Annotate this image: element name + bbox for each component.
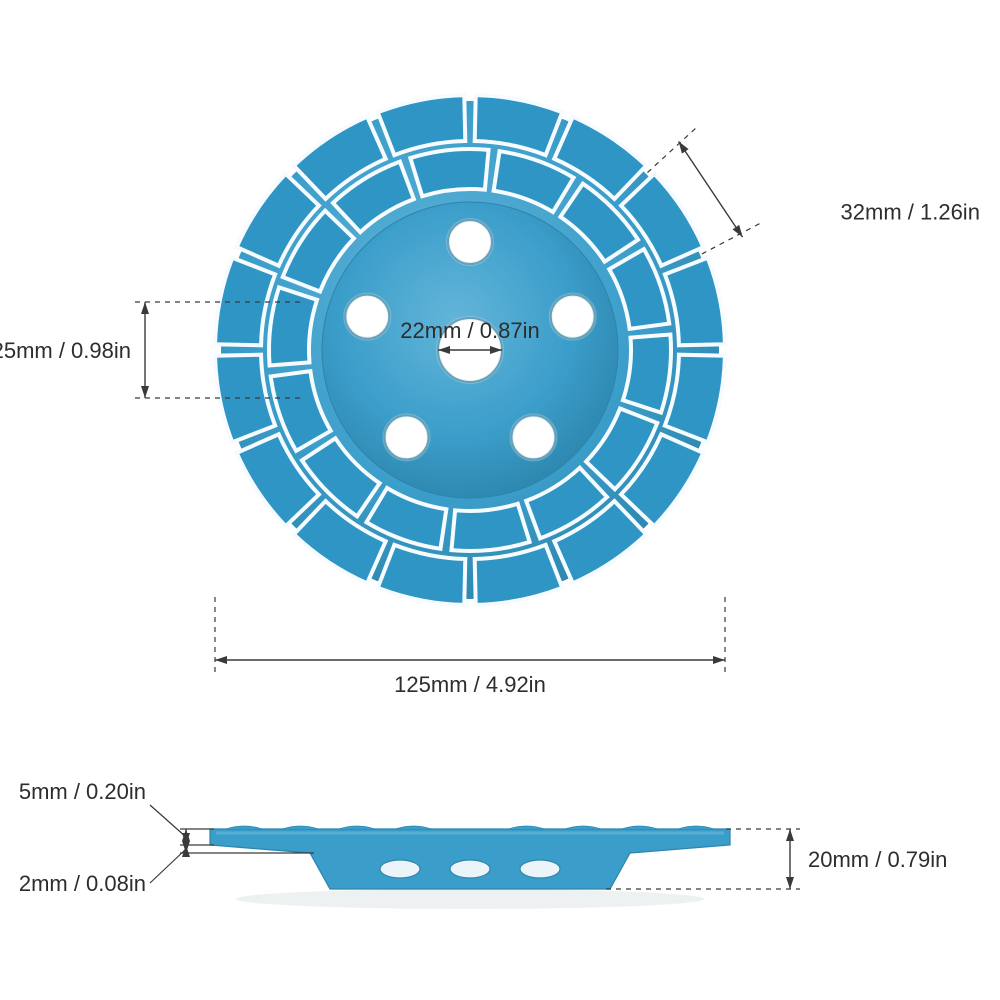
- inner-segment: [623, 335, 671, 413]
- arrowhead: [215, 656, 227, 664]
- arrowhead: [786, 829, 794, 841]
- inner-segment: [451, 504, 529, 551]
- inner-segment: [410, 149, 488, 196]
- inner-segment: [269, 287, 317, 365]
- dimension-label: 22mm / 0.87in: [400, 318, 539, 343]
- dimension-label: 5mm / 0.20in: [19, 779, 146, 804]
- dimension-label: 25mm / 0.98in: [0, 338, 131, 363]
- dimension-label: 2mm / 0.08in: [19, 871, 146, 896]
- dimension-label: 20mm / 0.79in: [808, 847, 947, 872]
- dimension-label: 32mm / 1.26in: [841, 199, 980, 224]
- arrowhead: [713, 656, 725, 664]
- arrowhead: [786, 877, 794, 889]
- dimension-label: 125mm / 4.92in: [394, 672, 546, 697]
- arrowhead: [679, 141, 689, 153]
- arrowhead: [141, 302, 149, 314]
- disc-side-view: [210, 829, 730, 889]
- arrowhead: [141, 386, 149, 398]
